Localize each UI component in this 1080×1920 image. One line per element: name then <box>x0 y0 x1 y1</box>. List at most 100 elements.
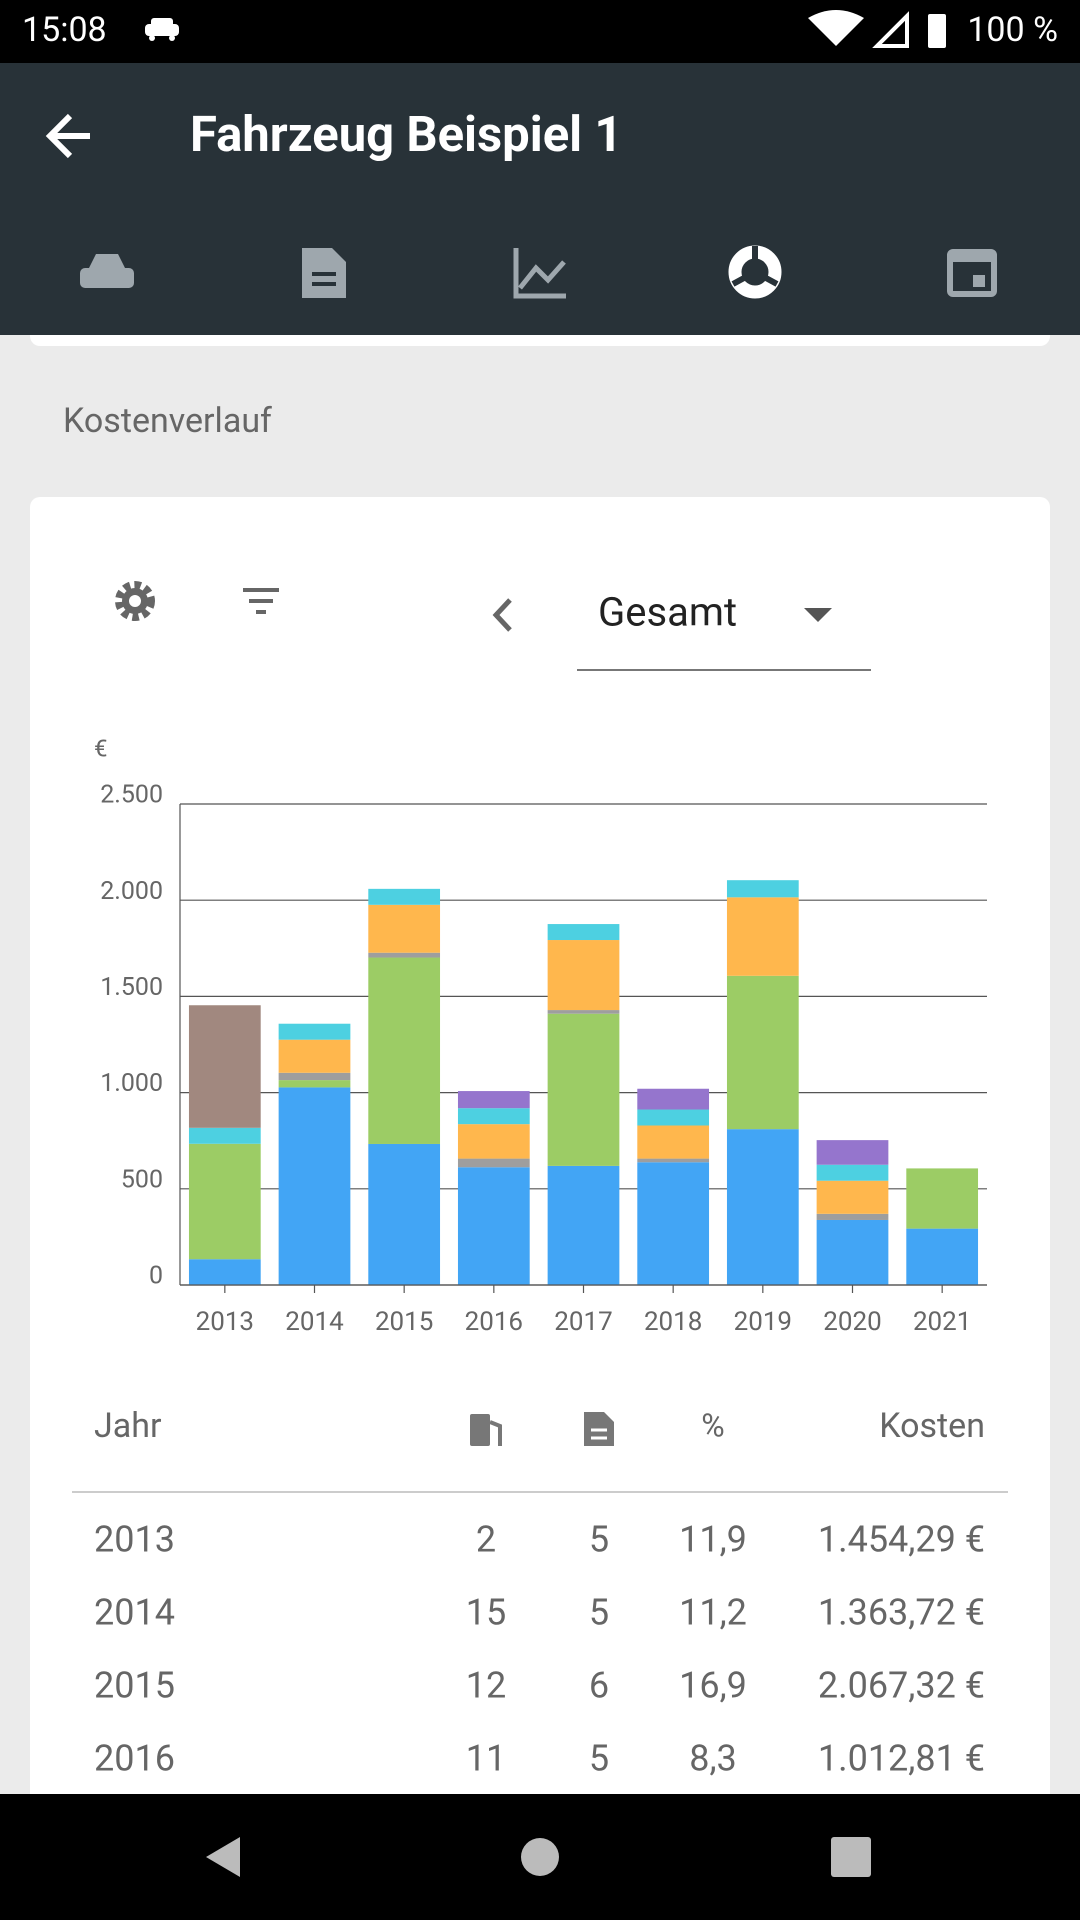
x-tick-label: 2019 <box>734 1307 792 1337</box>
bar-segment <box>906 1168 979 1229</box>
wifi-icon <box>808 10 864 46</box>
document-icon <box>584 1412 614 1446</box>
bar-segment <box>278 1087 351 1285</box>
tab-vehicle[interactable] <box>80 254 134 288</box>
bar-segment <box>547 1010 620 1014</box>
percent-cell: 11,9 <box>679 1519 747 1561</box>
bar-segment <box>726 897 799 976</box>
x-tick-label: 2014 <box>285 1307 344 1337</box>
bar-segment <box>637 1088 710 1110</box>
bar-segment <box>816 1213 889 1220</box>
x-tick-label: 2017 <box>554 1307 612 1337</box>
bar-segment <box>457 1108 530 1125</box>
bar-segment <box>188 1127 261 1144</box>
bar-segment <box>816 1164 889 1181</box>
bar-segment <box>816 1219 889 1285</box>
cost-cell: 1.454,29 € <box>818 1519 985 1561</box>
battery-level: 100 % <box>967 10 1058 50</box>
document-count-cell: 5 <box>589 1592 609 1634</box>
x-tick-label: 2016 <box>465 1307 523 1337</box>
bar-segment <box>457 1167 530 1285</box>
bar-segment <box>188 1005 261 1128</box>
nav-recents[interactable] <box>831 1837 871 1877</box>
bar-segment <box>547 940 620 1011</box>
bar-segment <box>457 1091 530 1109</box>
status-bar <box>0 0 1080 63</box>
y-tick-label: 500 <box>121 1165 163 1194</box>
fuel-icon <box>470 1414 502 1446</box>
percent-cell: 8,3 <box>689 1738 737 1780</box>
cost-cell: 2.067,32 € <box>818 1665 985 1707</box>
x-tick-label: 2018 <box>644 1307 702 1337</box>
bar-segment <box>457 1124 530 1159</box>
app-bar <box>0 63 1080 335</box>
settings-button[interactable] <box>115 581 155 621</box>
tab-statistics[interactable] <box>728 245 782 299</box>
dropdown-arrow[interactable] <box>804 608 832 622</box>
bar-segment <box>278 1023 351 1040</box>
fuel-count-cell: 2 <box>476 1519 496 1561</box>
bar-segment <box>547 924 620 941</box>
nav-home[interactable] <box>521 1838 559 1876</box>
bar-segment <box>368 1143 441 1285</box>
selector-value[interactable]: Gesamt <box>598 589 737 636</box>
x-tick-label: 2015 <box>375 1307 433 1337</box>
table-header-year: Jahr <box>94 1406 162 1446</box>
tab-chart[interactable] <box>513 248 566 299</box>
percent-cell: 11,2 <box>679 1592 747 1634</box>
bar-segment <box>816 1140 889 1165</box>
fuel-count-cell: 15 <box>466 1592 506 1634</box>
bar-segment <box>188 1259 261 1285</box>
bar-segment <box>906 1228 979 1285</box>
x-tick-label: 2013 <box>196 1307 254 1337</box>
bar-segment <box>368 952 441 958</box>
bar-segment <box>547 1165 620 1285</box>
y-tick-label: 1.500 <box>100 973 163 1002</box>
tab-calendar[interactable] <box>947 249 997 297</box>
bar-segment <box>726 1129 799 1285</box>
app-bar-edge <box>0 300 1080 335</box>
tab-documents[interactable] <box>302 248 346 298</box>
y-tick-label: 1.000 <box>100 1069 163 1098</box>
bar-segment <box>547 1013 620 1166</box>
year-cell: 2014 <box>94 1592 175 1634</box>
signal-icon <box>872 11 909 48</box>
table-header-cost: Kosten <box>879 1406 985 1446</box>
document-count-cell: 5 <box>589 1519 609 1561</box>
table-header-percent: % <box>701 1406 724 1444</box>
fuel-count-cell: 11 <box>466 1738 506 1780</box>
fuel-count-cell: 12 <box>466 1665 506 1707</box>
year-cell: 2013 <box>94 1519 175 1561</box>
bar-segment <box>457 1158 530 1168</box>
bar-segment <box>368 957 441 1144</box>
bar-segment <box>726 975 799 1130</box>
year-cell: 2016 <box>94 1738 175 1780</box>
bar-segment <box>278 1080 351 1088</box>
section-title: Kostenverlauf <box>63 401 272 441</box>
bar-segment <box>637 1158 710 1163</box>
bar-segment <box>726 880 799 898</box>
bar-segment <box>188 1143 261 1260</box>
y-axis-unit: € <box>94 734 108 762</box>
app-title: Fahrzeug Beispiel 1 <box>190 106 622 163</box>
clock: 15:08 <box>22 10 107 50</box>
filter-button[interactable] <box>243 588 279 614</box>
bar-segment <box>637 1162 710 1285</box>
nav-back[interactable] <box>206 1837 240 1877</box>
previous-button[interactable] <box>492 598 512 632</box>
document-count-cell: 6 <box>589 1665 609 1707</box>
percent-cell: 16,9 <box>679 1665 747 1707</box>
chart-card <box>30 497 1050 1897</box>
bar-segment <box>368 888 441 905</box>
bar-segment <box>278 1039 351 1073</box>
document-count-cell: 5 <box>589 1738 609 1780</box>
back-button[interactable] <box>45 113 90 159</box>
y-tick-label: 2.500 <box>100 781 163 810</box>
cost-cell: 1.012,81 € <box>818 1738 985 1780</box>
year-cell: 2015 <box>94 1665 175 1707</box>
bar-segment <box>637 1125 710 1159</box>
table-body: 2013 2 5 11,9 1.454,29 € 2014 15 5 11,2 1.363,72 … <box>94 1519 985 1780</box>
y-tick-label: 2.000 <box>100 877 163 906</box>
bar-segment <box>816 1180 889 1214</box>
